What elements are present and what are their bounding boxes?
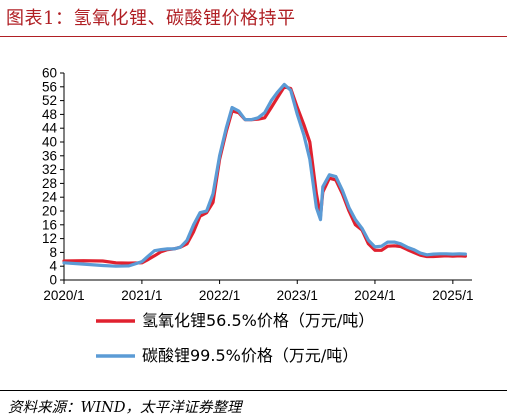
title-divider — [0, 36, 507, 37]
y-tick-label: 44 — [42, 121, 58, 136]
y-tick-label: 20 — [42, 204, 57, 219]
y-tick-label: 0 — [49, 273, 57, 288]
legend-label: 氢氧化锂56.5%价格（万元/吨） — [142, 311, 374, 330]
x-tick-label: 2025/1 — [432, 288, 473, 303]
y-tick-label: 16 — [42, 217, 57, 232]
series-line-lithium-carbonate — [62, 82, 467, 268]
series-lines — [62, 82, 467, 268]
x-tick-label: 2023/1 — [277, 288, 318, 303]
source-note: 资料来源：WIND，太平洋证券整理 — [8, 400, 242, 416]
x-tick-label: 2024/1 — [354, 288, 395, 303]
legend: 氢氧化锂56.5%价格（万元/吨） 碳酸锂99.5%价格（万元/吨） — [96, 311, 374, 365]
y-tick-label: 24 — [42, 190, 58, 205]
y-tick-label: 56 — [42, 79, 57, 94]
y-tick-label: 28 — [42, 176, 57, 191]
y-tick-label: 32 — [42, 162, 57, 177]
y-tick-label: 8 — [49, 245, 57, 260]
y-tick-label: 52 — [42, 93, 57, 108]
x-tick-label: 2020/1 — [43, 288, 84, 303]
y-tick-label: 36 — [42, 148, 57, 163]
x-tick-label: 2021/1 — [121, 288, 162, 303]
y-tick-label: 4 — [49, 259, 57, 274]
x-tick-label: 2022/1 — [199, 288, 240, 303]
y-tick-label: 12 — [42, 231, 57, 246]
y-tick-label: 60 — [42, 66, 57, 81]
legend-label: 碳酸锂99.5%价格（万元/吨） — [142, 346, 358, 365]
figure-title: 图表1：氢氧化锂、碳酸锂价格持平 — [6, 8, 296, 29]
y-tick-label: 48 — [42, 107, 57, 122]
x-axis: 2020/1 2021/1 2022/1 2023/1 2024/1 2025/1 — [43, 279, 473, 303]
y-tick-label: 40 — [42, 135, 57, 150]
source-divider — [0, 390, 507, 391]
